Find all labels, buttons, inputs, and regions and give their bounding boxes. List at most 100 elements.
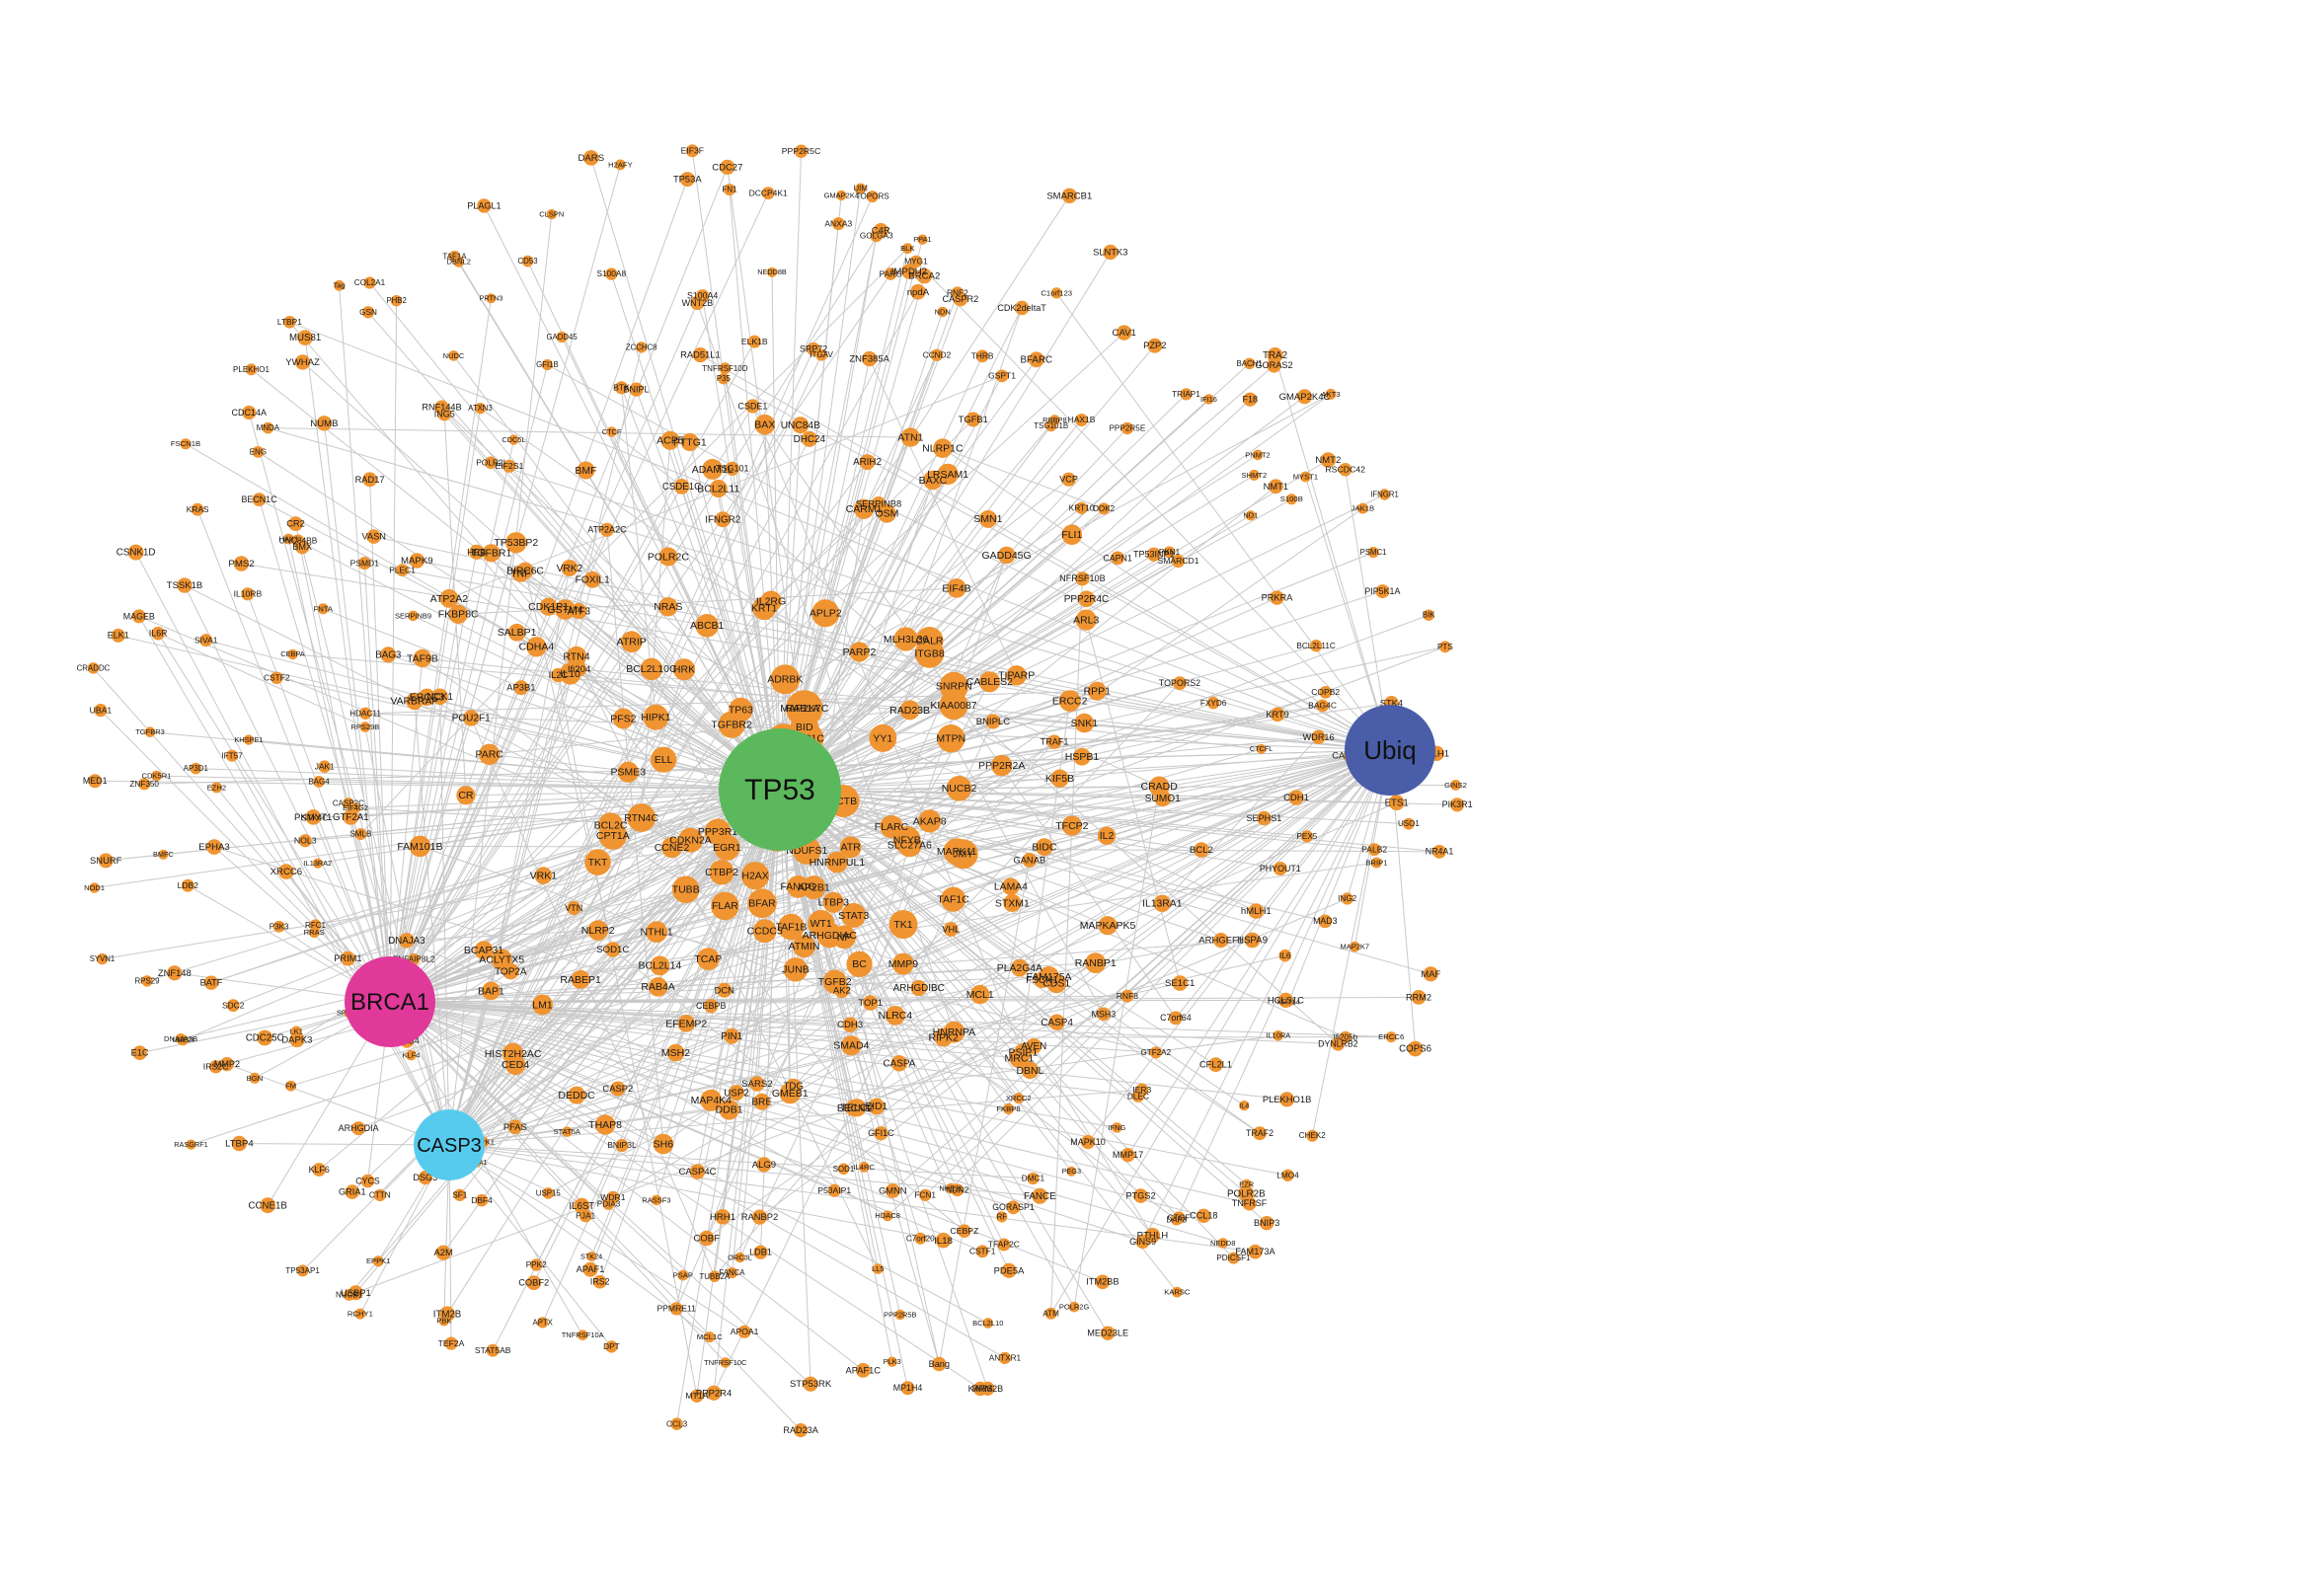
svg-text:CASP4C: CASP4C	[678, 1167, 716, 1178]
svg-text:FCN1: FCN1	[914, 1190, 936, 1200]
svg-text:Bang: Bang	[929, 1359, 950, 1369]
svg-text:GMNN: GMNN	[879, 1185, 906, 1195]
svg-text:RAB4A: RAB4A	[641, 981, 674, 993]
svg-text:YWHAZ: YWHAZ	[285, 357, 320, 368]
svg-text:FOXIL1: FOXIL1	[576, 575, 610, 586]
svg-text:CDH1: CDH1	[1283, 793, 1309, 803]
svg-text:LTBP4: LTBP4	[225, 1139, 254, 1150]
svg-text:RAD23B: RAD23B	[889, 705, 930, 717]
svg-text:FN1: FN1	[722, 186, 737, 194]
svg-text:PRTN3: PRTN3	[480, 294, 503, 303]
svg-text:RABEP1: RABEP1	[560, 974, 601, 986]
svg-text:TP53AP1: TP53AP1	[285, 1266, 320, 1275]
svg-text:EFEMP2: EFEMP2	[665, 1018, 707, 1029]
svg-text:FLARC: FLARC	[875, 821, 909, 833]
svg-text:MED1: MED1	[83, 776, 108, 786]
svg-text:RFC1: RFC1	[305, 921, 326, 930]
svg-text:RASSF3: RASSF3	[642, 1195, 670, 1204]
svg-text:CASP3: CASP3	[417, 1135, 482, 1157]
svg-text:ITM2B: ITM2B	[433, 1309, 462, 1320]
svg-text:BMFC: BMFC	[153, 850, 174, 859]
svg-text:TRIAP1: TRIAP1	[1172, 390, 1200, 399]
svg-text:ERCC2: ERCC2	[1052, 695, 1088, 707]
svg-text:GTF2A2: GTF2A2	[1141, 1048, 1172, 1057]
svg-text:PRKRA: PRKRA	[1262, 593, 1294, 603]
svg-text:LTBP3: LTBP3	[818, 897, 849, 909]
svg-text:JAK1: JAK1	[315, 761, 335, 771]
svg-text:SHMT2: SHMT2	[1242, 471, 1268, 480]
svg-text:DAPK3: DAPK3	[281, 1034, 312, 1045]
svg-text:USP15: USP15	[536, 1188, 562, 1197]
svg-text:XRCC6: XRCC6	[270, 867, 303, 877]
svg-text:NOD1: NOD1	[84, 883, 105, 892]
svg-text:PPP2R5B: PPP2R5B	[884, 1310, 916, 1319]
svg-text:FM: FM	[285, 1082, 296, 1091]
svg-text:TRAF2: TRAF2	[1246, 1128, 1274, 1138]
svg-text:CFL2L1: CFL2L1	[1199, 1060, 1232, 1070]
svg-text:EPPK1: EPPK1	[366, 1256, 390, 1265]
svg-text:MYG1: MYG1	[904, 257, 928, 266]
svg-text:CHEK2: CHEK2	[1299, 1131, 1326, 1140]
svg-text:SIVA1: SIVA1	[194, 635, 218, 645]
svg-text:APAF1: APAF1	[577, 1264, 605, 1274]
svg-text:IL18: IL18	[934, 1236, 953, 1247]
svg-text:AP3D1: AP3D1	[184, 764, 209, 773]
svg-text:HNRNPA: HNRNPA	[933, 1026, 976, 1038]
svg-text:S100A8: S100A8	[597, 268, 627, 278]
svg-text:SALBP1: SALBP1	[498, 627, 537, 639]
svg-text:FXYD6: FXYD6	[1200, 699, 1227, 708]
svg-text:CTTN: CTTN	[369, 1191, 391, 1200]
svg-text:GSTM4: GSTM4	[547, 604, 582, 616]
svg-text:CEBPZ: CEBPZ	[950, 1226, 979, 1236]
svg-text:NEDD8B: NEDD8B	[757, 267, 787, 276]
svg-text:C1orf123: C1orf123	[1041, 288, 1072, 297]
svg-text:MCL1C: MCL1C	[697, 1332, 724, 1341]
svg-text:IL2: IL2	[1100, 830, 1115, 842]
svg-text:COPS6: COPS6	[1399, 1044, 1431, 1055]
svg-text:NUDC: NUDC	[443, 351, 465, 360]
svg-text:HNRNPUL1: HNRNPUL1	[810, 857, 866, 869]
svg-text:PIP5K1A: PIP5K1A	[1364, 586, 1400, 596]
svg-text:CSNK1D: CSNK1D	[116, 548, 156, 559]
svg-text:ARIH2: ARIH2	[853, 457, 882, 468]
svg-text:BTK: BTK	[613, 383, 630, 393]
svg-text:SH6: SH6	[654, 1138, 674, 1150]
svg-text:NRAS: NRAS	[654, 601, 682, 613]
svg-text:NLRC4: NLRC4	[879, 1010, 913, 1022]
svg-text:TAF1C: TAF1C	[937, 894, 969, 906]
svg-text:BIDC: BIDC	[1032, 842, 1057, 854]
svg-text:VHL: VHL	[942, 925, 960, 935]
svg-text:EIF4G2: EIF4G2	[343, 803, 368, 812]
svg-text:MSH3: MSH3	[1092, 1009, 1117, 1019]
svg-text:CDC25C: CDC25C	[246, 1033, 284, 1044]
svg-text:ELL: ELL	[655, 754, 673, 766]
svg-text:BC: BC	[852, 958, 867, 970]
svg-text:CTBP2: CTBP2	[705, 867, 738, 878]
svg-text:ENG: ENG	[250, 447, 267, 456]
svg-text:PARC: PARC	[475, 749, 503, 761]
svg-text:TOPORS2: TOPORS2	[1159, 678, 1200, 688]
svg-text:STK24: STK24	[580, 1252, 602, 1260]
svg-text:ETS1: ETS1	[1385, 798, 1409, 808]
svg-text:TGFB1: TGFB1	[959, 414, 988, 424]
svg-text:S100A4: S100A4	[687, 291, 718, 301]
svg-text:DCCP4K1: DCCP4K1	[749, 188, 788, 197]
svg-text:DNAJA3: DNAJA3	[388, 936, 425, 947]
svg-text:IL10RB: IL10RB	[234, 589, 263, 599]
svg-text:COL2A1: COL2A1	[354, 278, 386, 287]
svg-text:CR2: CR2	[286, 519, 305, 529]
svg-text:PSMD1: PSMD1	[350, 558, 380, 568]
svg-text:FAM101B: FAM101B	[397, 841, 442, 853]
svg-text:YY1: YY1	[873, 732, 892, 744]
svg-text:MNDA: MNDA	[257, 423, 280, 432]
svg-text:KHSPE1: KHSPE1	[234, 735, 263, 744]
svg-text:NTHL1: NTHL1	[640, 927, 672, 939]
svg-text:SOD1C: SOD1C	[596, 945, 629, 955]
svg-text:MP1H4: MP1H4	[893, 1383, 923, 1393]
svg-text:VCP: VCP	[1059, 475, 1078, 485]
svg-text:C7orf64: C7orf64	[1160, 1013, 1192, 1023]
svg-text:SUMO1: SUMO1	[1145, 794, 1182, 804]
svg-text:TNFRSF10D: TNFRSF10D	[702, 364, 747, 373]
svg-text:DHC24: DHC24	[794, 434, 826, 445]
svg-text:Ubiq: Ubiq	[1363, 735, 1416, 765]
